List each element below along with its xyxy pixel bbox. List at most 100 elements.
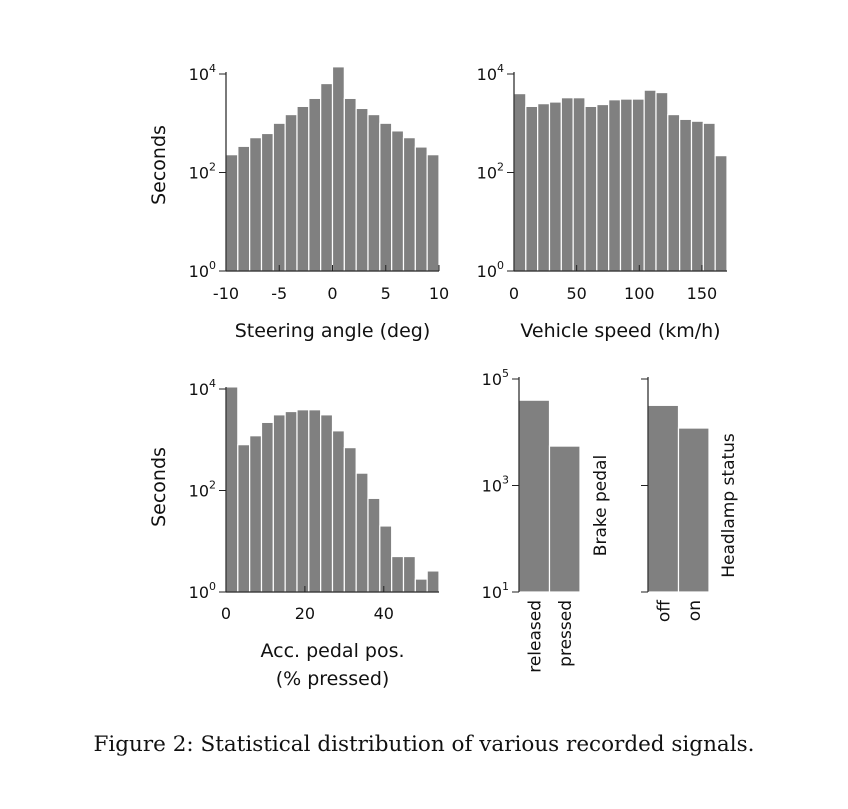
y-tick-label: 104 (189, 62, 216, 84)
x-tick-label: -10 (213, 284, 239, 303)
x-axis-title: (% pressed) (276, 668, 390, 690)
histogram-bar (702, 122, 716, 272)
histogram-bar (272, 122, 286, 272)
histogram-bar (308, 97, 322, 272)
y-tick-label: 100 (189, 259, 216, 281)
figure-caption: Figure 2: Statistical distribution of va… (93, 732, 755, 757)
chart-panel-5: off on Headlamp status (641, 377, 739, 622)
histogram-bar (355, 472, 369, 593)
histogram-bar (525, 105, 539, 272)
x-tick-label: 50 (566, 284, 586, 303)
histogram-bar (643, 89, 657, 272)
x-tick-label: 40 (374, 604, 394, 623)
category-label: off (654, 599, 674, 622)
x-tick-label: -5 (271, 284, 287, 303)
histogram-bar (343, 97, 357, 272)
x-tick-label: 10 (429, 284, 449, 303)
histogram-bar (237, 145, 251, 272)
histogram-bar (284, 113, 298, 272)
histogram-bar (367, 113, 381, 272)
histogram-bar (225, 386, 239, 593)
histogram-bar (331, 430, 345, 593)
x-axis-title: Vehicle speed (km/h) (520, 320, 720, 342)
x-tick-label: 0 (327, 284, 337, 303)
x-axis-title: Acc. pedal pos. (260, 640, 404, 662)
x-tick-label: 0 (221, 604, 231, 623)
x-axis-title: Steering angle (deg) (235, 320, 431, 342)
histogram-bar (379, 525, 393, 593)
y-axis-title: Seconds (148, 447, 170, 527)
y-axis-title: Seconds (148, 125, 170, 205)
histogram-bar (331, 66, 345, 272)
category-label: on (685, 600, 705, 621)
histogram-bar (596, 103, 610, 272)
histogram-bar (260, 421, 274, 593)
histogram-bar (284, 410, 298, 593)
x-tick-label: 100 (624, 284, 655, 303)
histogram-bar (237, 444, 251, 593)
chart-panel-2: 0 50 100 150 100 102 104 Vehicle speed (km/h) (477, 62, 728, 342)
histogram-bar (249, 435, 263, 593)
x-tick-label: 20 (295, 604, 315, 623)
category-label: released (525, 600, 545, 673)
histogram-bar (260, 132, 274, 272)
histogram-bar (560, 97, 574, 272)
side-label: Headlamp status (719, 433, 739, 578)
histogram-bar (667, 113, 681, 272)
histogram-bar (249, 137, 263, 272)
bar-pressed (548, 445, 581, 593)
histogram-bar (619, 98, 633, 272)
histogram-bar (272, 414, 286, 593)
histogram-bar (414, 146, 428, 272)
histogram-bar (690, 120, 704, 272)
y-tick-label: 100 (189, 580, 216, 602)
histogram-bar (537, 103, 551, 272)
histogram-bar (367, 497, 381, 593)
y-tick-label: 102 (477, 161, 504, 183)
histogram-bar (379, 122, 393, 272)
y-tick-label: 102 (189, 161, 216, 183)
y-tick-label: 100 (477, 259, 504, 281)
y-tick-label: 102 (189, 479, 216, 501)
y-tick-label: 103 (482, 474, 509, 496)
histogram-bar (343, 447, 357, 593)
histogram-bar (296, 409, 310, 593)
x-tick-label: 5 (381, 284, 391, 303)
chart-panel-4: released pressed 101 103 105 Brake pedal (482, 367, 611, 673)
histogram-bar (414, 578, 428, 593)
histogram-bar (308, 409, 322, 593)
histogram-bar (320, 82, 334, 272)
histogram-bar (655, 91, 669, 272)
histogram-bar (426, 154, 440, 272)
category-label: pressed (556, 600, 576, 667)
x-tick-label: 150 (687, 284, 718, 303)
histogram-bar (402, 137, 416, 272)
histogram-bar (631, 98, 645, 272)
histogram-bar (426, 570, 440, 593)
histogram-bar (320, 414, 334, 593)
histogram-bar (391, 130, 405, 272)
histogram-bar (225, 154, 239, 272)
histogram-bar (572, 97, 586, 272)
histogram-bar (391, 555, 405, 593)
bar-released (518, 399, 551, 593)
y-tick-label: 105 (482, 367, 509, 389)
y-tick-label: 101 (482, 580, 509, 602)
x-tick-label: 0 (509, 284, 519, 303)
chart-panel-3: 0 20 40 100 102 104 Seconds Acc. pedal pos. (% p… (148, 377, 440, 690)
y-tick-label: 104 (477, 62, 504, 84)
histogram-bar (513, 92, 527, 272)
bar-on (677, 427, 710, 593)
histogram-bar (714, 155, 728, 272)
histogram-bar (296, 105, 310, 272)
histogram-bar (679, 118, 693, 272)
bar-off (647, 404, 680, 593)
side-label: Brake pedal (591, 455, 611, 556)
histogram-bar (548, 101, 562, 272)
histogram-bar (608, 99, 622, 272)
histogram-bar (355, 107, 369, 272)
y-tick-label: 104 (189, 377, 216, 399)
histogram-bar (402, 555, 416, 593)
chart-panel-1: -10 -5 0 5 10 100 102 104 Seconds Steering angle … (148, 62, 449, 342)
